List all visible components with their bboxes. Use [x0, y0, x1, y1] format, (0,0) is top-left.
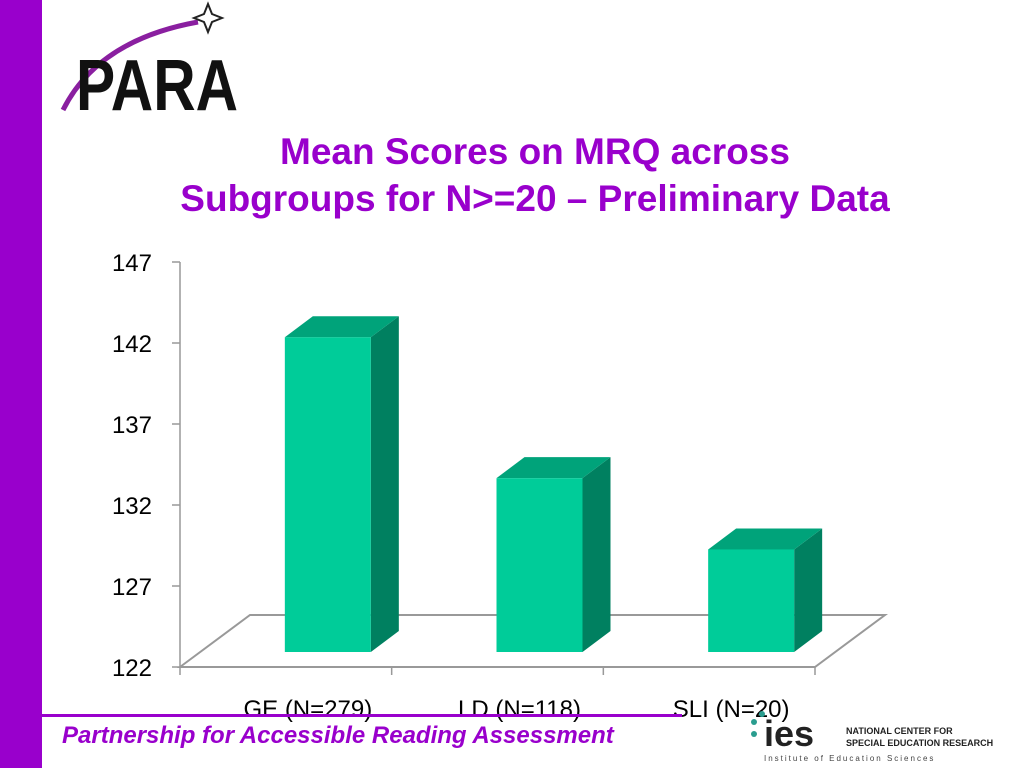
- x-tick-label: SLI (N=20): [673, 696, 790, 723]
- bar-top: [708, 528, 823, 550]
- bar-top: [496, 457, 611, 479]
- x-tick-label: GE (N=279): [243, 696, 372, 723]
- y-tick-label: 142: [112, 331, 152, 358]
- chart-title-line1: Mean Scores on MRQ across: [280, 131, 790, 172]
- bar: [708, 528, 823, 652]
- para-logo-text: PARA: [76, 46, 238, 120]
- ies-line3: Institute of Education Sciences: [764, 754, 935, 763]
- ies-line2: SPECIAL EDUCATION RESEARCH: [846, 738, 993, 748]
- ies-line1: NATIONAL CENTER FOR: [846, 726, 953, 736]
- chart-title-line2: Subgroups for N>=20 – Preliminary Data: [180, 178, 890, 219]
- y-tick-label: 137: [112, 412, 152, 439]
- y-tick-label: 132: [112, 493, 152, 520]
- ies-logo: ies NATIONAL CENTER FOR SPECIAL EDUCATIO…: [751, 711, 993, 763]
- footer-rule: [42, 714, 682, 717]
- bar-front: [708, 549, 795, 652]
- left-accent-bar: [0, 0, 42, 768]
- star-icon: [191, 1, 225, 35]
- para-logo: PARA: [60, 1, 238, 120]
- y-tick-label: 127: [112, 574, 152, 601]
- bar-top: [284, 316, 399, 338]
- bar: [496, 457, 611, 652]
- bar-side: [794, 528, 823, 652]
- bar-side: [582, 457, 611, 652]
- bar-front: [496, 478, 583, 652]
- y-tick-label: 147: [112, 250, 152, 277]
- footer-text: Partnership for Accessible Reading Asses…: [62, 722, 614, 749]
- bar-side: [370, 316, 399, 652]
- bar: [284, 316, 399, 652]
- bar-front: [284, 337, 371, 652]
- y-tick-label: 122: [112, 655, 152, 682]
- x-tick-label: LD (N=118): [458, 696, 581, 723]
- ies-word: ies: [764, 713, 814, 754]
